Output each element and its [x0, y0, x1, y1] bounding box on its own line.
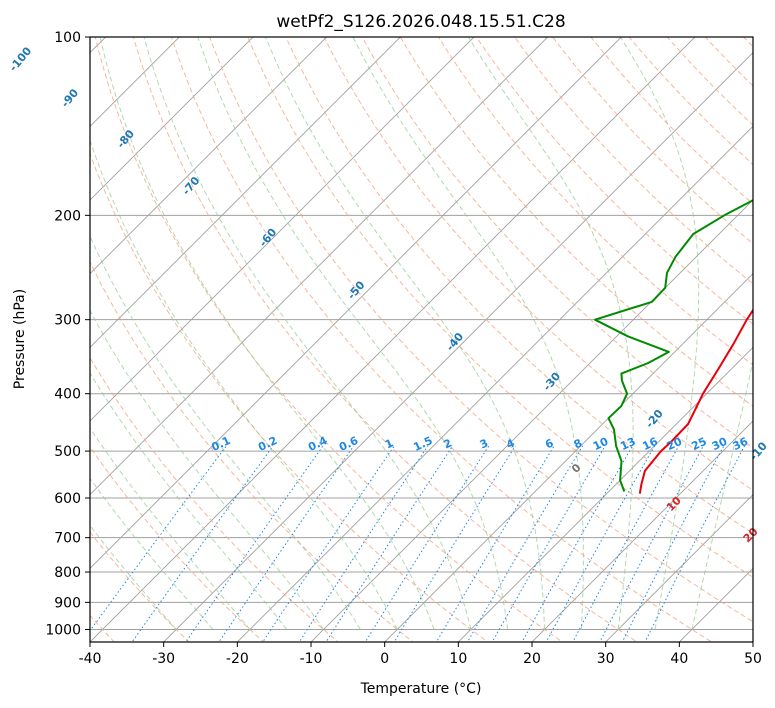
dry-adiabat-line: [132, 37, 638, 642]
y-tick-label: 600: [54, 491, 81, 507]
temperature-profile-line: [638, 308, 753, 494]
mixing-ratio-label: 16: [640, 435, 660, 453]
y-tick-label: 800: [54, 565, 81, 581]
moist-adiabat-line: [90, 309, 324, 630]
dry-adiabat-line: [90, 152, 489, 642]
moist-adiabat-line: [90, 235, 361, 630]
mixing-ratio-line: [262, 445, 395, 642]
mixing-ratio-line: [545, 445, 656, 642]
x-tick-label: 10: [449, 651, 467, 667]
mixing-ratio-label: 20: [665, 435, 685, 453]
y-tick-label: 400: [54, 387, 81, 403]
moist-adiabat-line: [691, 358, 753, 630]
dry-adiabat-line: [399, 37, 753, 407]
mixing-ratio-line: [435, 445, 555, 642]
mixing-ratio-line: [599, 445, 704, 642]
x-tick-label: -40: [79, 651, 102, 667]
x-tick-label: -30: [152, 651, 175, 667]
y-axis-label: Pressure (hPa): [12, 289, 28, 389]
mixing-ratio-line: [521, 445, 633, 642]
isotherm-line: [384, 273, 753, 642]
dry-adiabat-line: [90, 260, 414, 642]
x-tick-label: -20: [226, 651, 249, 667]
isotherm-line: [90, 37, 401, 348]
dry-adiabat-line: [437, 37, 753, 366]
moist-adiabat-line: [90, 138, 398, 630]
dry-adiabat-line: [90, 446, 265, 642]
x-tick-label: 40: [670, 651, 688, 667]
mixing-ratio-line: [491, 445, 606, 642]
dry-adiabat-line: [628, 37, 753, 166]
isotherm-line: [457, 346, 753, 642]
dry-adiabat-line: [94, 37, 564, 642]
dry-adiabat-line: [209, 37, 753, 623]
mixing-ratio-label: 36: [731, 435, 751, 453]
x-axis-label: Temperature (°C): [360, 681, 482, 697]
mixing-ratio-line: [218, 445, 355, 642]
dewpoint-profile-line: [594, 199, 753, 492]
mixing-ratio-line: [466, 445, 584, 642]
moist-adiabat-line: [265, 37, 546, 630]
dry-adiabat-line: [361, 37, 753, 449]
moist-adiabat-line: [619, 37, 700, 630]
mixing-ratio-label: 13: [618, 435, 637, 453]
y-tick-label: 700: [54, 531, 81, 547]
isotherm-line: [531, 420, 753, 642]
moist-adiabat-line: [467, 37, 634, 630]
moist-adiabat-line: [352, 37, 584, 630]
isotherm-line: [605, 494, 753, 642]
y-tick-label: 900: [54, 595, 81, 611]
dry-adiabat-line: [475, 37, 753, 325]
isotherm-line: [90, 37, 549, 496]
mixing-ratio-line: [644, 445, 746, 642]
y-tick-label: 200: [54, 208, 81, 224]
mixing-ratio-line: [364, 445, 490, 642]
x-tick-label: 20: [523, 651, 541, 667]
moist-adiabat-line: [99, 37, 435, 630]
x-tick-label: 30: [597, 651, 615, 667]
y-tick-label: 300: [54, 313, 81, 329]
mixing-ratio-line: [131, 445, 274, 642]
isotherm-line: [90, 37, 475, 422]
chart-title: wetPf2_S126.2026.048.15.51.C28: [276, 12, 565, 32]
dry-adiabat-line: [552, 37, 753, 245]
dry-adiabat-line: [170, 37, 713, 642]
y-tick-label: 100: [54, 30, 81, 46]
x-tick-label: 0: [380, 651, 389, 667]
mixing-ratio-line: [572, 445, 680, 642]
plot-background: [90, 37, 753, 642]
isotherm-line: [236, 125, 753, 642]
moist-adiabat-line: [197, 37, 509, 630]
mixing-ratio-label: 25: [689, 435, 708, 453]
y-tick-label: 500: [54, 444, 81, 460]
mixing-ratio-label: 30: [710, 435, 730, 453]
isotherm-line: [310, 199, 753, 642]
mixing-ratio-line: [393, 445, 516, 642]
y-tick-label: 1000: [45, 622, 81, 638]
dry-adiabat-line: [323, 37, 753, 491]
x-tick-label: -10: [300, 651, 323, 667]
moist-adiabat-line: [143, 37, 472, 630]
isotherm-line: [163, 52, 753, 642]
dry-adiabat-line: [90, 356, 339, 642]
isotherm-line: [90, 37, 254, 201]
plot-frame: [89, 36, 754, 643]
isotherm-line: [90, 37, 696, 642]
x-tick-label: 50: [744, 651, 762, 667]
mixing-ratio-label: 10: [591, 435, 611, 453]
